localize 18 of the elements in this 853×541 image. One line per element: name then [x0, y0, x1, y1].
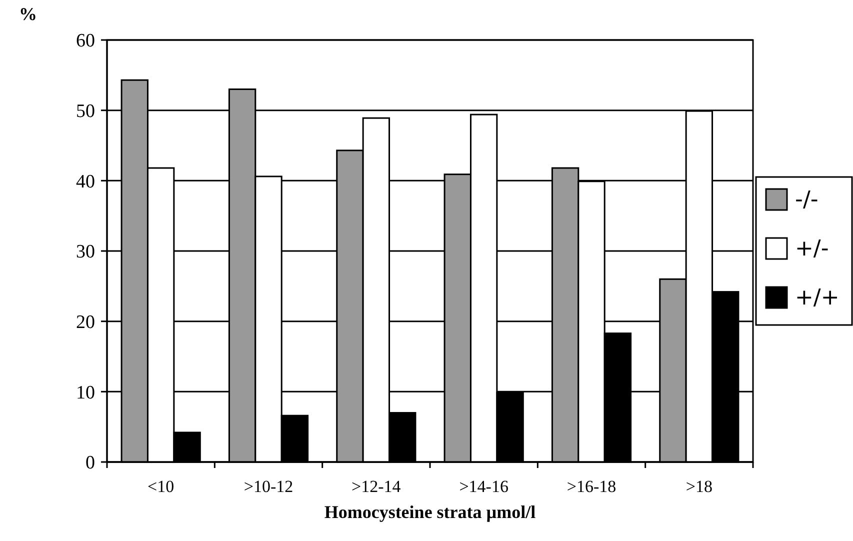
x-tick-label: >12-14 [352, 477, 402, 496]
y-tick-label: 10 [76, 382, 95, 404]
legend-label: +/+ [795, 286, 840, 311]
y-tick-label: 60 [76, 30, 95, 52]
legend-label: +/- [795, 236, 829, 262]
y-tick-label: 50 [76, 100, 95, 122]
x-axis-title: Homocysteine strata µmol/l [324, 502, 536, 522]
y-axis-title: % [19, 4, 37, 24]
x-tick-label: >10-12 [244, 477, 294, 496]
legend-label: -/- [795, 188, 818, 213]
y-tick-label: 0 [86, 452, 95, 474]
x-tick-label: >14-16 [459, 477, 508, 496]
y-tick-label: 20 [76, 312, 95, 333]
y-tick-label: 30 [76, 242, 95, 263]
x-tick-label: >18 [686, 477, 712, 496]
y-tick-label: 40 [76, 171, 95, 192]
x-tick-label: <10 [148, 477, 174, 496]
x-tick-label: >16-18 [566, 477, 616, 496]
